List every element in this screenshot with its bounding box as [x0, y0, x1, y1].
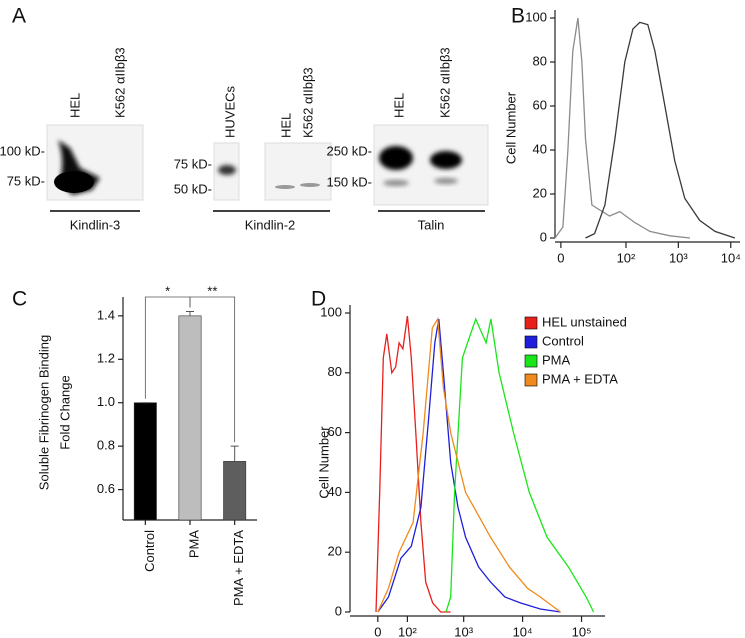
y-axis-title: Soluble Fibrinogen Binding	[36, 335, 51, 490]
legend-swatch	[524, 373, 538, 387]
x-tick-label: 10²	[617, 250, 636, 265]
lane-label: K562 αIIbβ3	[437, 47, 452, 118]
histogram-line	[445, 317, 595, 613]
panel-a: A HEL K562 αIIbβ3 100 kD- 75 kD- Kindlin…	[0, 5, 489, 232]
marker: 250 kD-	[326, 143, 372, 158]
marker: 75 kD-	[7, 173, 45, 188]
bar	[133, 402, 157, 521]
error-bar	[186, 311, 194, 316]
histogram-line	[554, 17, 691, 239]
y-axis-title: Cell Number	[503, 91, 518, 164]
significance-label: **	[207, 283, 217, 298]
legend-label: PMA	[542, 352, 571, 367]
legend-label: Control	[542, 333, 584, 348]
band	[54, 171, 94, 193]
band	[430, 151, 462, 169]
lane-label: K562 αIIbβ3	[112, 47, 127, 118]
y-axis-title: Cell Number	[316, 426, 331, 499]
legend-swatch	[524, 316, 538, 330]
y-axis-title: Fold Change	[57, 375, 72, 449]
y-tick-label: 20	[328, 544, 342, 559]
bar	[178, 315, 202, 521]
y-tick-label: 80	[533, 53, 547, 68]
protein-label: Talin	[418, 217, 445, 232]
marker: 100 kD-	[0, 143, 45, 158]
blot	[264, 142, 332, 201]
x-tick-label: Control	[142, 530, 157, 572]
panel-letter: A	[12, 5, 26, 28]
histogram-line	[377, 318, 561, 613]
x-tick-label: 10³	[454, 624, 473, 638]
x-tick-label: 10²	[398, 624, 417, 638]
y-tick-label: 0	[335, 603, 342, 618]
lane-label: HEL	[67, 93, 82, 118]
histogram-line	[375, 315, 451, 613]
y-tick-label: 60	[328, 424, 342, 439]
histogram-line	[585, 21, 736, 239]
panel-letter: B	[511, 5, 525, 28]
histogram-line	[377, 316, 561, 613]
legend-swatch	[524, 335, 538, 349]
lane-label: HUVECs	[222, 85, 237, 138]
y-tick-label: 80	[328, 364, 342, 379]
protein-label: Kindlin-3	[70, 217, 121, 232]
x-tick-label: 0	[557, 250, 564, 265]
legend-label: HEL unstained	[542, 314, 627, 329]
x-tick-label: 10⁴	[513, 624, 533, 638]
y-tick-label: 60	[533, 97, 547, 112]
y-tick-label: 40	[328, 484, 342, 499]
band	[275, 185, 295, 189]
lane-label: HEL	[391, 93, 406, 118]
legend-swatch	[524, 354, 538, 368]
y-tick-label: 20	[533, 185, 547, 200]
y-tick-label: 1.4	[97, 307, 115, 322]
x-tick-label: PMA + EDTA	[231, 530, 246, 606]
significance-label: *	[165, 283, 170, 298]
x-tick-label: 10⁵	[572, 624, 592, 638]
y-tick-label: 40	[533, 141, 547, 156]
x-tick-label: PMA	[186, 530, 201, 559]
band	[383, 180, 409, 186]
error-bar	[230, 445, 239, 462]
band	[434, 178, 458, 184]
protein-label: Kindlin-2	[245, 217, 296, 232]
y-tick-label: 100	[320, 304, 342, 319]
y-tick-label: 1.0	[97, 394, 115, 409]
band	[379, 146, 413, 170]
y-tick-label: 1.2	[97, 351, 115, 366]
significance-bracket	[189, 296, 236, 443]
band	[300, 183, 320, 187]
marker: 50 kD-	[174, 181, 212, 196]
y-tick-label: 0.8	[97, 438, 115, 453]
marker: 150 kD-	[326, 174, 372, 189]
y-tick-label: 0	[540, 229, 547, 244]
x-tick-label: 10³	[669, 250, 688, 265]
band	[218, 165, 236, 175]
marker: 75 kD-	[174, 156, 212, 171]
panel-letter: D	[311, 288, 326, 311]
lane-label: K562 αIIbβ3	[300, 67, 315, 138]
panel-letter: C	[12, 288, 27, 311]
bar	[223, 461, 247, 521]
y-tick-label: 0.6	[97, 481, 115, 496]
y-tick-label: 100	[525, 9, 547, 24]
lane-label: HEL	[278, 113, 293, 138]
x-tick-label: 10⁴	[721, 250, 741, 265]
legend-label: PMA + EDTA	[542, 371, 618, 386]
x-tick-label: 0	[374, 624, 381, 638]
